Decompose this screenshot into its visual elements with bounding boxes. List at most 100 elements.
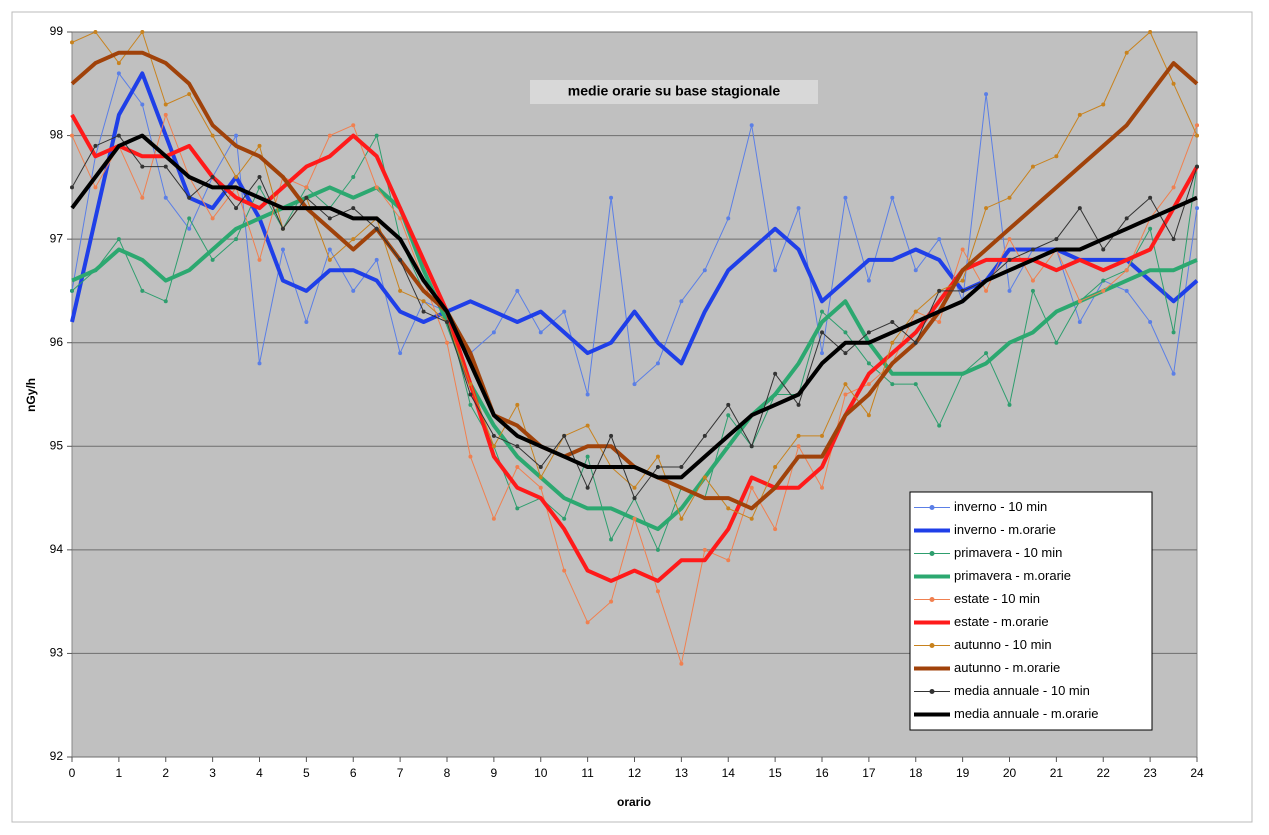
- point: [1124, 50, 1129, 55]
- point: [773, 527, 778, 532]
- point: [70, 133, 74, 138]
- y-tick-label: 98: [50, 128, 64, 142]
- point: [1007, 237, 1012, 242]
- legend-label: inverno - 10 min: [954, 499, 1047, 514]
- point: [140, 164, 145, 169]
- point: [257, 143, 262, 148]
- point: [866, 330, 871, 335]
- point: [655, 547, 660, 552]
- legend-label: autunno - m.orarie: [954, 660, 1060, 675]
- point: [679, 299, 684, 304]
- point: [655, 361, 660, 366]
- point: [351, 288, 356, 293]
- point: [726, 506, 731, 511]
- point: [257, 361, 262, 366]
- point: [140, 195, 145, 200]
- series-line: [70, 133, 1198, 480]
- point: [280, 226, 285, 231]
- point: [398, 288, 403, 293]
- point: [515, 465, 520, 469]
- point: [960, 247, 965, 252]
- point: [585, 423, 590, 428]
- x-tick-label: 15: [768, 766, 782, 780]
- point: [515, 288, 520, 293]
- point: [843, 351, 848, 356]
- point: [1101, 102, 1106, 107]
- series-lines: [70, 30, 1199, 666]
- y-tick-label: 95: [50, 438, 64, 452]
- point: [773, 268, 778, 273]
- point: [913, 268, 918, 273]
- point: [702, 268, 707, 273]
- y-axis-label: nGy/h: [24, 378, 38, 412]
- point: [1148, 195, 1153, 200]
- point: [374, 133, 379, 138]
- point: [843, 392, 848, 397]
- legend: inverno - 10 min inverno - m.orarie primav…: [909, 491, 1153, 731]
- point: [679, 516, 684, 521]
- point: [726, 558, 731, 563]
- point: [93, 30, 98, 34]
- point: [585, 392, 590, 397]
- point: [445, 320, 449, 324]
- point: [562, 568, 567, 573]
- x-tick-label: 19: [956, 766, 970, 780]
- point: [374, 185, 379, 190]
- point: [1054, 154, 1059, 159]
- x-tick-label: 24: [1190, 766, 1204, 780]
- point: [585, 454, 590, 459]
- x-tick-label: 9: [491, 766, 498, 780]
- point: [1171, 371, 1176, 376]
- point: [820, 330, 824, 335]
- point: [1054, 340, 1059, 345]
- point: [702, 547, 707, 552]
- point: [491, 444, 496, 449]
- x-tick-label: 11: [581, 766, 594, 780]
- x-tick-label: 20: [1003, 766, 1017, 780]
- point: [398, 257, 403, 262]
- point: [655, 589, 660, 594]
- title-box: [530, 80, 818, 104]
- x-tick-label: 2: [162, 766, 169, 780]
- point: [1195, 164, 1199, 169]
- point: [655, 454, 660, 459]
- point: [351, 237, 356, 242]
- point: [210, 216, 215, 221]
- point: [585, 485, 590, 490]
- point: [163, 164, 168, 169]
- x-tick-label: 18: [909, 766, 923, 780]
- point: [304, 320, 309, 324]
- point: [866, 413, 871, 418]
- legend-label: estate - m.orarie: [954, 614, 1049, 629]
- point: [562, 309, 567, 314]
- point: [913, 340, 918, 345]
- point: [984, 92, 989, 97]
- point: [1054, 237, 1059, 242]
- point: [866, 382, 871, 387]
- point: [843, 382, 848, 387]
- point: [585, 620, 590, 625]
- point: [210, 257, 215, 262]
- point: [937, 237, 942, 242]
- x-tick-label: 7: [397, 766, 404, 780]
- point: [1030, 278, 1035, 283]
- chart-title: medie orarie su base stagionale: [568, 83, 781, 99]
- point: [398, 351, 403, 356]
- point: [445, 340, 449, 345]
- x-tick-label: 16: [815, 766, 829, 780]
- point: [1171, 330, 1176, 335]
- x-tick-label: 23: [1143, 766, 1157, 780]
- point: [351, 175, 356, 179]
- point: [796, 402, 801, 407]
- point: [280, 247, 285, 252]
- x-tick-label: 0: [69, 766, 76, 780]
- x-tick-label: 3: [209, 766, 216, 780]
- point: [70, 40, 74, 45]
- x-tick-label: 14: [722, 766, 736, 780]
- point: [468, 382, 473, 387]
- legend-label: autunno - 10 min: [954, 637, 1052, 652]
- point: [937, 423, 942, 428]
- point: [913, 309, 918, 314]
- point: [140, 30, 145, 34]
